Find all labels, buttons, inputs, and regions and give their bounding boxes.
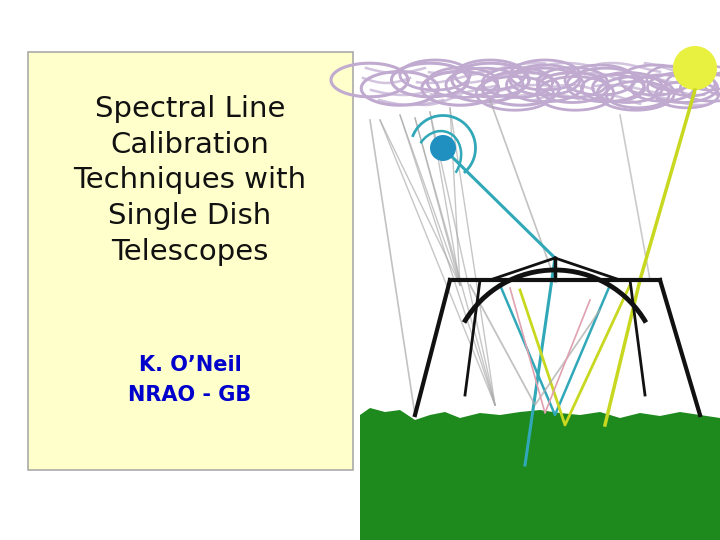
Circle shape	[430, 135, 456, 161]
Polygon shape	[360, 442, 470, 470]
Text: K. O’Neil
NRAO - GB: K. O’Neil NRAO - GB	[128, 355, 251, 404]
Polygon shape	[360, 408, 720, 540]
Text: Spectral Line
Calibration
Techniques with
Single Dish
Telescopes: Spectral Line Calibration Techniques wit…	[73, 95, 307, 266]
FancyBboxPatch shape	[28, 52, 353, 470]
Circle shape	[673, 46, 717, 90]
